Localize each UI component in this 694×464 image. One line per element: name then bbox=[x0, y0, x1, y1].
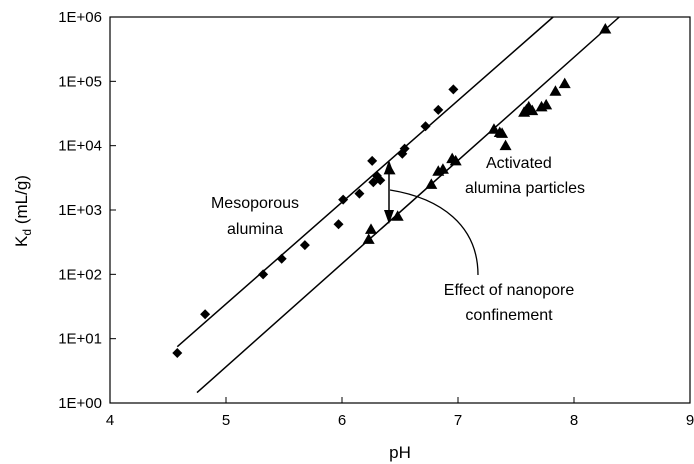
mesoporous-data-point bbox=[299, 240, 310, 251]
activated-data-point bbox=[558, 77, 571, 89]
activated-fit-line bbox=[196, 16, 620, 394]
y-tick-label: 1E+03 bbox=[58, 202, 102, 219]
activated-data-point bbox=[499, 139, 512, 151]
mesoporous-data-point bbox=[172, 347, 183, 358]
annotation-effect-line2: confinement bbox=[465, 307, 553, 324]
mesoporous-data-point bbox=[433, 104, 444, 115]
x-tick-label: 6 bbox=[338, 412, 346, 429]
annotation-effect-line1: Effect of nanopore bbox=[444, 282, 575, 299]
mesoporous-data-point bbox=[375, 175, 386, 186]
x-tick-label: 9 bbox=[686, 412, 694, 429]
y-tick-label: 1E+01 bbox=[58, 331, 102, 348]
x-tick-label: 8 bbox=[570, 412, 578, 429]
activated-data-point bbox=[362, 233, 375, 244]
annotation-activated-line1: Activated bbox=[486, 155, 552, 172]
activated-data-point bbox=[487, 123, 500, 134]
activated-data-point bbox=[496, 127, 509, 138]
annotation-mesoporous-line1: Mesoporous bbox=[211, 195, 299, 212]
x-tick-label: 4 bbox=[106, 412, 114, 429]
activated-data-point bbox=[425, 178, 438, 189]
y-tick-label: 1E+05 bbox=[58, 73, 102, 90]
mesoporous-data-point bbox=[333, 219, 344, 230]
mesoporous-data-point bbox=[276, 253, 287, 264]
mesoporous-data-point bbox=[200, 309, 211, 320]
y-axis-title-subscript: d bbox=[20, 229, 34, 236]
activated-data-point bbox=[599, 23, 612, 34]
y-tick-label: 1E+02 bbox=[58, 266, 102, 283]
mesoporous-data-point bbox=[354, 188, 365, 199]
x-axis-ticks: 4 5 6 7 8 9 bbox=[106, 397, 694, 429]
x-tick-label: 5 bbox=[222, 412, 230, 429]
mesoporous-data-point bbox=[399, 143, 410, 154]
annotation-activated-line2: alumina particles bbox=[465, 180, 585, 197]
plot-area-border bbox=[109, 16, 691, 404]
plot-frame bbox=[109, 16, 691, 404]
y-axis-title-unit: (mL/g) bbox=[12, 175, 31, 229]
activated-data-point bbox=[549, 85, 562, 96]
activated-data-point bbox=[391, 210, 404, 221]
confinement-leader-curve bbox=[389, 189, 479, 276]
mesoporous-fit-line bbox=[176, 16, 554, 348]
activated-data-point bbox=[540, 98, 553, 110]
annotation-mesoporous-line2: alumina bbox=[227, 221, 283, 238]
y-tick-label: 1E+04 bbox=[58, 138, 102, 155]
mesoporous-data-point bbox=[448, 84, 459, 95]
activated-data-point bbox=[449, 154, 462, 166]
y-tick-label: 1E+06 bbox=[58, 9, 102, 26]
mesoporous-data-point bbox=[258, 269, 269, 280]
fit-lines bbox=[176, 16, 620, 394]
confinement-arrow-head-down bbox=[384, 210, 394, 224]
y-axis-title-main: K bbox=[12, 235, 31, 247]
y-tick-label: 1E+00 bbox=[58, 395, 102, 412]
y-axis-title: Kd (mL/g) bbox=[12, 175, 34, 247]
mesoporous-data-point bbox=[338, 194, 349, 205]
mesoporous-data-point bbox=[367, 155, 378, 166]
activated-data-point bbox=[365, 223, 377, 234]
mesoporous-data-point bbox=[420, 121, 431, 132]
y-axis-ticks: 1E+00 1E+01 1E+02 1E+03 1E+04 1E+05 1E+06 bbox=[58, 9, 116, 412]
x-axis-title: pH bbox=[389, 443, 411, 462]
x-tick-label: 7 bbox=[454, 412, 462, 429]
activated-data-point bbox=[526, 104, 539, 116]
activated-data-point bbox=[436, 163, 449, 174]
confinement-arrow-head-up bbox=[384, 160, 394, 174]
